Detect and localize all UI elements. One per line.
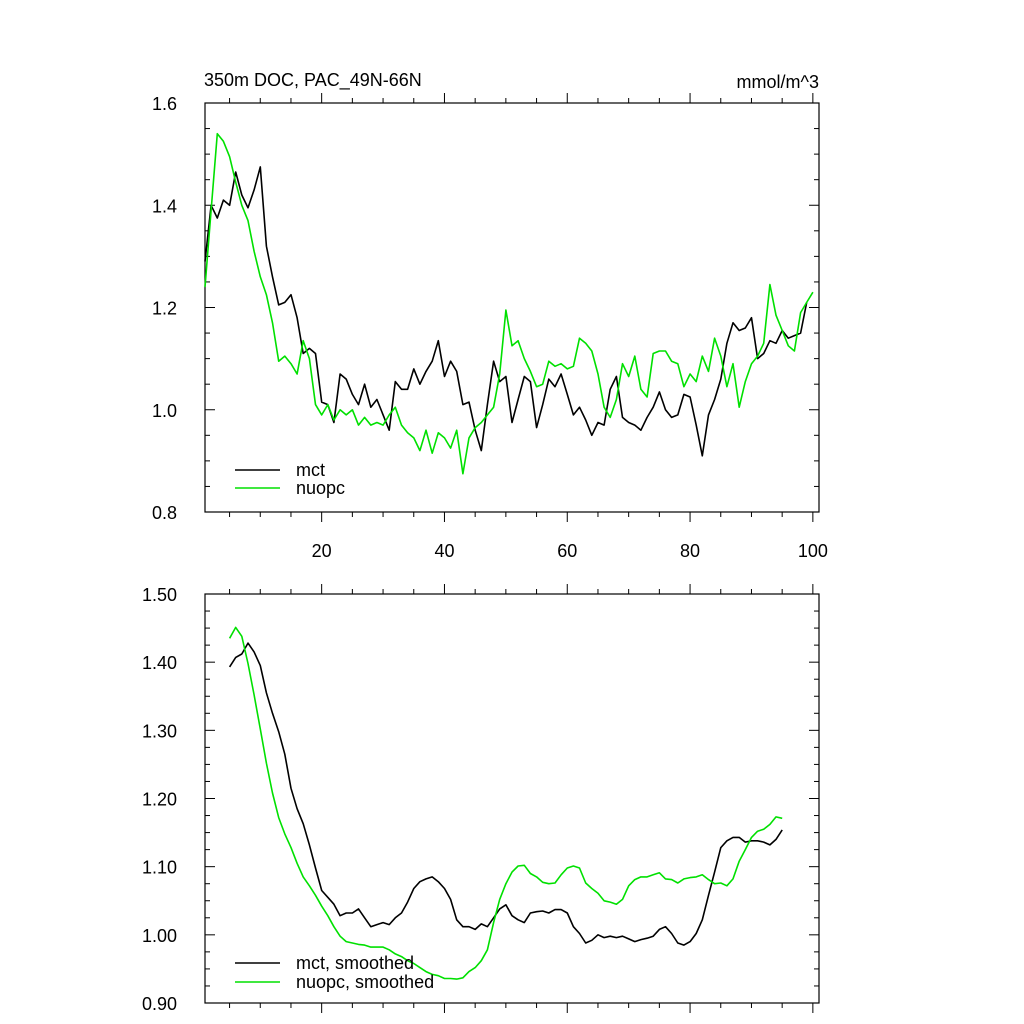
bottom-y-tick-label: 0.90 <box>142 994 177 1014</box>
top-chart-title: 350m DOC, PAC_49N-66N <box>204 70 422 91</box>
bottom-series-line-2 <box>228 626 783 980</box>
top-chart-units: mmol/m^3 <box>737 72 819 92</box>
top-x-tick-label: 100 <box>798 541 828 561</box>
top-y-tick-label: 0.8 <box>152 503 177 523</box>
top-y-tick-label: 1.0 <box>152 401 177 421</box>
top-y-tick-label: 1.6 <box>152 94 177 114</box>
top-series-line-1 <box>204 166 808 457</box>
top-legend-label-1: mct <box>296 460 325 480</box>
bottom-plot-frame <box>204 593 820 1004</box>
bottom-y-tick-label: 1.50 <box>142 585 177 605</box>
top-y-tick-label: 1.4 <box>152 196 177 216</box>
bottom-y-tick-label: 1.10 <box>142 858 177 878</box>
bottom-y-tick-label: 1.30 <box>142 721 177 741</box>
top-series-line-2 <box>204 132 814 475</box>
top-x-tick-label: 40 <box>434 541 454 561</box>
top-y-tick-label: 1.2 <box>152 299 177 319</box>
top-x-tick-label: 80 <box>680 541 700 561</box>
top-x-tick-label: 60 <box>557 541 577 561</box>
top-x-tick-label: 20 <box>312 541 332 561</box>
top-panel: 350m DOC, PAC_49N-66N mmol/m^3 20 40 60 80 1… <box>152 70 828 561</box>
bottom-y-tick-label: 1.40 <box>142 653 177 673</box>
top-legend-label-2: nuopc <box>296 478 345 498</box>
bottom-legend-label-1: mct, smoothed <box>296 953 414 973</box>
bottom-y-tick-label: 1.20 <box>142 790 177 810</box>
bottom-panel: 0.90 1.00 1.10 1.20 1.30 1.40 1.50 mct, smoothe… <box>142 584 820 1014</box>
top-plot-frame <box>204 102 820 513</box>
bottom-y-tick-label: 1.00 <box>142 926 177 946</box>
bottom-series-line-1 <box>228 642 783 946</box>
bottom-legend-label-2: nuopc, smoothed <box>296 972 434 992</box>
